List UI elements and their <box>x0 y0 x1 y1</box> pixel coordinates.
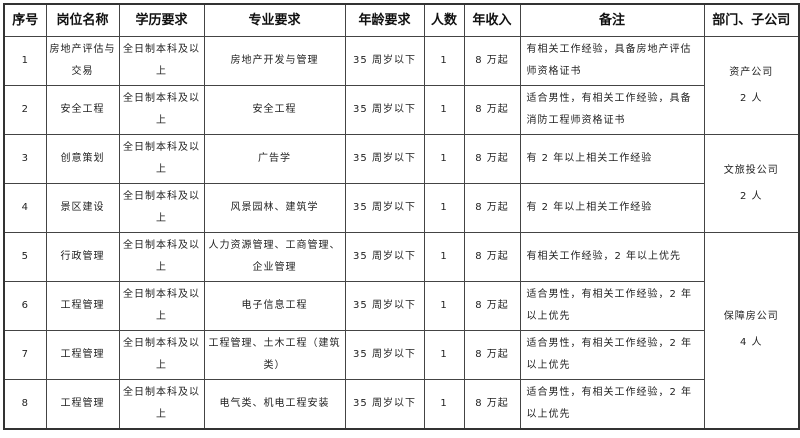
note: 有 2 年以上相关工作经验 <box>519 134 705 184</box>
education-requirement: 全日制本科及以上 <box>118 379 205 429</box>
department-headcount: 4 人 <box>739 337 763 349</box>
table-row: 5 行政管理 全日制本科及以上 人力资源管理、工商管理、企业管理 35 周岁以下 1 8 万… <box>3 232 800 429</box>
row-number: 8 <box>3 379 47 429</box>
table-row: 4 景区建设 全日制本科及以上 风景园林、建筑学 35 周岁以下 1 8 万起有 2 年以上… <box>3 183 799 233</box>
education-requirement: 全日制本科及以上 <box>118 232 205 282</box>
note: 适合男性，有相关工作经验，2 年以上优先 <box>519 330 705 380</box>
age-requirement: 35 周岁以下 <box>344 379 425 429</box>
major-requirement: 安全工程 <box>203 85 346 135</box>
table-row: 8 工程管理 全日制本科及以上 电气类、机电工程安装 35 周岁以下 1 8 万起 适合男性，… <box>3 379 799 429</box>
age-requirement: 35 周岁以下 <box>344 232 425 282</box>
header-major: 专业要求 <box>203 3 346 37</box>
headcount: 1 <box>423 85 465 135</box>
headcount: 1 <box>423 330 465 380</box>
department-headcount: 2 人 <box>739 190 763 202</box>
header-salary: 年收入 <box>463 3 521 37</box>
note: 适合男性，有相关工作经验，2 年以上优先 <box>519 281 705 331</box>
major-requirement: 广告学 <box>203 134 346 184</box>
headcount: 1 <box>423 183 465 233</box>
header-department: 部门、子公司 <box>703 3 800 37</box>
position-title: 房地产评估与交易 <box>45 36 120 86</box>
row-number: 3 <box>3 134 47 184</box>
annual-salary: 8 万起 <box>463 183 521 233</box>
header-title: 岗位名称 <box>45 3 120 37</box>
header-education: 学历要求 <box>118 3 205 37</box>
row-number: 2 <box>3 85 47 135</box>
education-requirement: 全日制本科及以上 <box>118 36 205 86</box>
table-row: 2 安全工程 全日制本科及以上 安全工程 35 周岁以下 1 8 万起 适合男性，有相关工作经… <box>3 85 799 135</box>
table-row: 7 工程管理 全日制本科及以上 工程管理、土木工程（建筑类） 35 周岁以下 1 8 万起适… <box>3 330 799 380</box>
age-requirement: 35 周岁以下 <box>344 134 425 184</box>
table-row: 3 创意策划 全日制本科及以上 广告学 35 周岁以下 1 8 万起有 2 年以上相关工作经… <box>3 134 800 233</box>
education-requirement: 全日制本科及以上 <box>118 134 205 184</box>
headcount: 1 <box>423 281 465 331</box>
age-requirement: 35 周岁以下 <box>344 281 425 331</box>
recruitment-table: 序号 岗位名称 学历要求 专业要求 年龄要求 人数 年收入 备注 部门、子公司 … <box>3 3 800 430</box>
annual-salary: 8 万起 <box>463 330 521 380</box>
note: 有相关工作经验，2 年以上优先 <box>519 232 705 282</box>
row-number: 1 <box>3 36 47 86</box>
annual-salary: 8 万起 <box>463 232 521 282</box>
major-requirement: 电子信息工程 <box>203 281 346 331</box>
headcount: 1 <box>423 379 465 429</box>
age-requirement: 35 周岁以下 <box>344 85 425 135</box>
major-requirement: 电气类、机电工程安装 <box>203 379 346 429</box>
annual-salary: 8 万起 <box>463 281 521 331</box>
annual-salary: 8 万起 <box>463 134 521 184</box>
note: 有 2 年以上相关工作经验 <box>519 183 705 233</box>
position-title: 创意策划 <box>45 134 120 184</box>
department-name: 文旅投公司 <box>723 164 779 176</box>
age-requirement: 35 周岁以下 <box>344 36 425 86</box>
department-name: 保障房公司 <box>723 311 779 323</box>
note: 适合男性，有相关工作经验，2 年以上优先 <box>519 379 705 429</box>
row-number: 7 <box>3 330 47 380</box>
age-requirement: 35 周岁以下 <box>344 183 425 233</box>
row-number: 4 <box>3 183 47 233</box>
row-number: 5 <box>3 232 47 282</box>
headcount: 1 <box>423 36 465 86</box>
row-number: 6 <box>3 281 47 331</box>
header-age: 年龄要求 <box>344 3 425 37</box>
header-note: 备注 <box>519 3 705 37</box>
note: 有相关工作经验，具备房地产评估师资格证书 <box>519 36 705 86</box>
position-title: 安全工程 <box>45 85 120 135</box>
age-requirement: 35 周岁以下 <box>344 330 425 380</box>
annual-salary: 8 万起 <box>463 36 521 86</box>
note: 适合男性，有相关工作经验，具备消防工程师资格证书 <box>519 85 705 135</box>
department-headcount: 2 人 <box>739 92 763 104</box>
header-row: 序号 岗位名称 学历要求 专业要求 年龄要求 人数 年收入 备注 部门、子公司 <box>3 3 800 37</box>
table-row: 1 房地产评估与交易 全日制本科及以上 房地产开发与管理 35 周岁以下 1 8 万起 有相关… <box>3 36 800 135</box>
department-name: 资产公司 <box>729 66 774 78</box>
position-title: 工程管理 <box>45 330 120 380</box>
education-requirement: 全日制本科及以上 <box>118 281 205 331</box>
education-requirement: 全日制本科及以上 <box>118 85 205 135</box>
headcount: 1 <box>423 232 465 282</box>
table-row: 6 工程管理 全日制本科及以上 电子信息工程 35 周岁以下 1 8 万起 适合男性，有相关工… <box>3 281 799 331</box>
position-title: 工程管理 <box>45 281 120 331</box>
major-requirement: 人力资源管理、工商管理、企业管理 <box>203 232 346 282</box>
header-count: 人数 <box>423 3 465 37</box>
position-title: 景区建设 <box>45 183 120 233</box>
education-requirement: 全日制本科及以上 <box>118 330 205 380</box>
annual-salary: 8 万起 <box>463 85 521 135</box>
position-title: 工程管理 <box>45 379 120 429</box>
department-cell: 文旅投公司 2 人 <box>703 134 800 233</box>
education-requirement: 全日制本科及以上 <box>118 183 205 233</box>
headcount: 1 <box>423 134 465 184</box>
header-no: 序号 <box>3 3 47 37</box>
position-title: 行政管理 <box>45 232 120 282</box>
major-requirement: 房地产开发与管理 <box>203 36 346 86</box>
major-requirement: 工程管理、土木工程（建筑类） <box>203 330 346 380</box>
annual-salary: 8 万起 <box>463 379 521 429</box>
department-cell: 资产公司 2 人 <box>703 36 800 135</box>
major-requirement: 风景园林、建筑学 <box>203 183 346 233</box>
department-cell: 保障房公司 4 人 <box>703 232 800 429</box>
